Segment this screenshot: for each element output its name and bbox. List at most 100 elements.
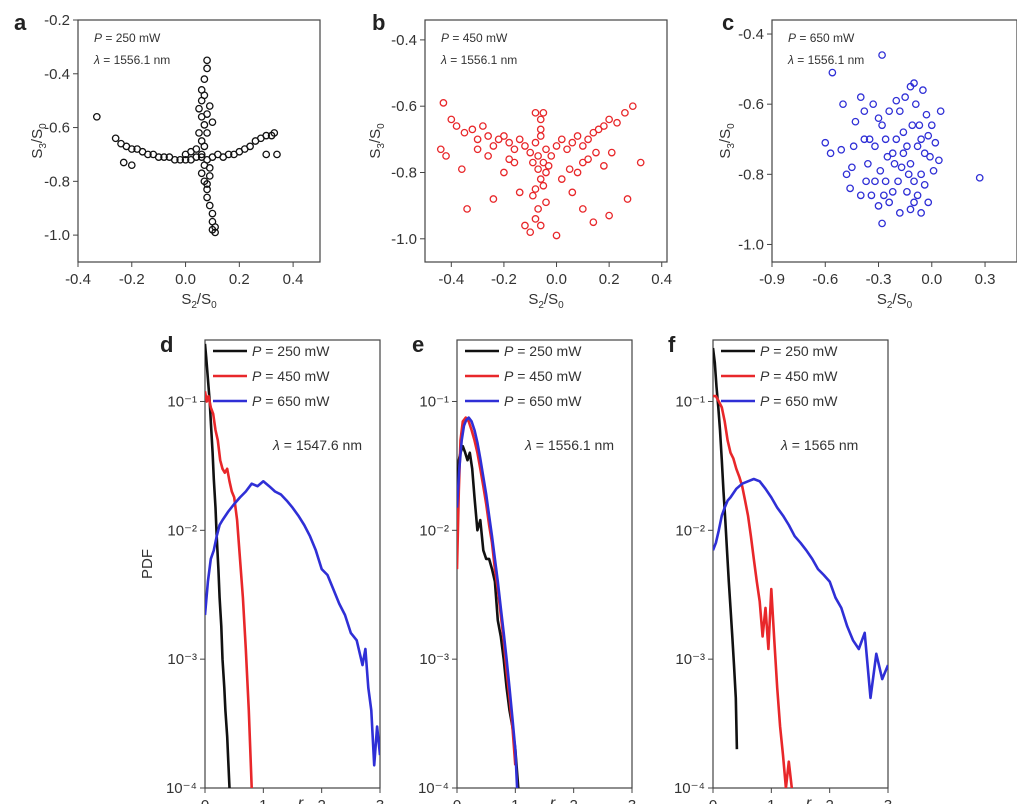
scatter-point	[552, 231, 561, 240]
x-tick-label: 2	[569, 797, 577, 804]
plot-area	[821, 51, 984, 228]
legend-label: P = 650 mW	[504, 393, 582, 409]
scatter-point	[536, 175, 545, 183]
scatter-point	[539, 158, 548, 167]
y-tick-label: -0.6	[44, 120, 70, 137]
scatter-point	[452, 122, 461, 130]
annotation: P = 450 mW	[441, 31, 508, 45]
scatter-point	[924, 198, 933, 207]
scatter-point	[200, 121, 209, 129]
scatter-point	[536, 221, 545, 230]
scatter-point	[489, 142, 498, 150]
scatter-point	[203, 129, 211, 137]
scatter-point	[200, 142, 209, 151]
scatter-point	[544, 162, 553, 170]
x-tick-label: 0.3	[975, 271, 996, 288]
y-tick-label: -0.8	[391, 164, 417, 181]
annotation: λ = 1556.1 nm	[93, 53, 170, 67]
scatter-point	[203, 193, 211, 202]
y-tick-label: 10⁻⁴	[418, 780, 449, 797]
scatter-point	[910, 79, 918, 87]
x-tick-label: 0.4	[651, 271, 672, 288]
scatter-point	[879, 191, 888, 200]
scatter-point	[111, 134, 120, 143]
plot-frame	[712, 339, 889, 789]
panel-d: d 0 1 2 3 10⁻¹ 10⁻² 10⁻³ 10⁻⁴ r PDF P = 250 mW P = 4…	[139, 332, 384, 804]
x-axis-label: S2/S0	[877, 291, 913, 311]
scatter-point	[888, 188, 897, 196]
scatter-point	[208, 225, 217, 234]
scatter-point	[883, 152, 892, 161]
scatter-point	[521, 142, 529, 150]
y-tick-label: 10⁻³	[675, 651, 705, 668]
scatter-point	[92, 112, 101, 121]
scatter-point	[473, 145, 482, 154]
scatter-point	[589, 218, 598, 227]
scatter-point	[600, 162, 608, 170]
scatter-point	[557, 175, 566, 183]
scatter-point	[908, 121, 917, 130]
x-tick-label: 0.0	[921, 271, 942, 288]
scatter-point	[926, 152, 934, 161]
scatter-point	[874, 114, 883, 123]
panel-letter: e	[412, 332, 424, 357]
series-line-1	[457, 416, 517, 766]
scatter-point	[848, 163, 856, 172]
y-tick-label: -0.2	[44, 12, 70, 29]
series-line-2	[205, 480, 380, 767]
scatter-point	[936, 107, 945, 116]
scatter-point	[521, 221, 529, 230]
scatter-point	[534, 165, 542, 174]
scatter-point	[531, 215, 540, 223]
scatter-point	[856, 191, 865, 200]
scatter-point	[917, 209, 925, 217]
y-axis-label: S3/S0	[29, 123, 49, 159]
scatter-point	[895, 209, 904, 217]
scatter-point	[919, 86, 927, 94]
scatter-point	[839, 100, 847, 109]
panel-letter: d	[160, 332, 173, 357]
scatter-point	[864, 159, 872, 168]
x-axis-label: r	[298, 795, 304, 804]
x-tick-label: -0.2	[491, 271, 517, 288]
scatter-point	[192, 145, 201, 153]
x-tick-label: 0.2	[229, 271, 250, 288]
plot-area	[205, 343, 380, 788]
scatter-point	[881, 177, 890, 186]
scatter-point	[613, 118, 621, 127]
scatter-point	[878, 219, 886, 228]
x-tick-label: 0	[453, 797, 461, 804]
scatter-point	[539, 181, 548, 190]
x-tick-label: -0.6	[812, 271, 838, 288]
scatter-point	[200, 91, 209, 100]
x-tick-label: 0	[709, 797, 717, 804]
scatter-point	[911, 100, 920, 109]
legend-label: P = 250 mW	[252, 343, 330, 359]
scatter-point	[904, 170, 913, 179]
scatter-point	[494, 135, 503, 144]
scatter-point	[842, 170, 851, 179]
series-line-2	[713, 477, 888, 700]
scatter-point	[557, 135, 566, 144]
scatter-point	[621, 108, 629, 117]
series-line-0	[457, 444, 520, 788]
scatter-point	[935, 156, 943, 165]
x-tick-label: -0.3	[866, 271, 892, 288]
legend-label: P = 250 mW	[760, 343, 838, 359]
scatter-point	[929, 166, 938, 175]
scatter-point	[200, 75, 209, 84]
y-tick-label: 10⁻²	[675, 522, 705, 539]
scatter-point	[913, 142, 922, 151]
y-tick-label: -0.4	[738, 26, 764, 43]
scatter-point	[208, 118, 217, 127]
scatter-point	[154, 153, 163, 161]
y-tick-label: -0.8	[738, 166, 764, 183]
scatter-point	[505, 155, 514, 164]
scatter-point	[489, 195, 498, 203]
scatter-point	[552, 142, 561, 150]
annotation: λ = 1556.1 nm	[524, 437, 614, 453]
scatter-point	[874, 202, 883, 210]
scatter-point	[917, 135, 925, 144]
scatter-point	[505, 138, 514, 147]
